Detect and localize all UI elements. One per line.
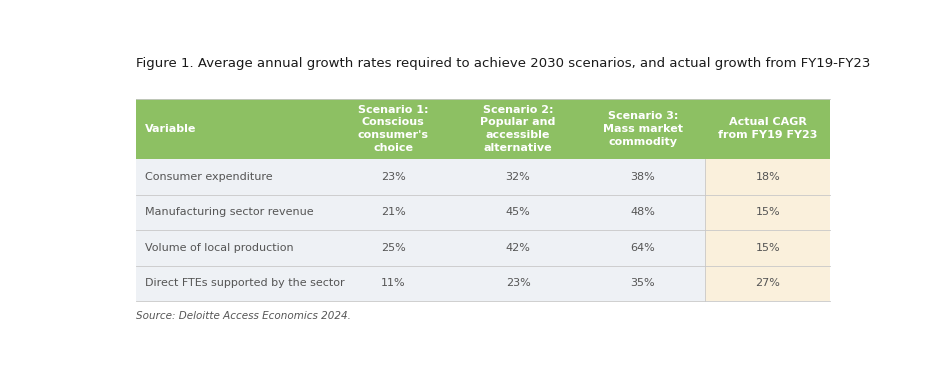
Text: 21%: 21% xyxy=(381,207,405,218)
Text: Scenario 3:
Mass market
commodity: Scenario 3: Mass market commodity xyxy=(603,111,683,147)
Bar xyxy=(581,230,705,266)
Bar xyxy=(705,230,831,266)
Text: Actual CAGR
from FY19 FY23: Actual CAGR from FY19 FY23 xyxy=(719,117,818,140)
Text: 27%: 27% xyxy=(755,278,781,288)
Bar xyxy=(136,266,331,301)
Text: Source: Deloitte Access Economics 2024.: Source: Deloitte Access Economics 2024. xyxy=(136,312,351,322)
Bar xyxy=(455,99,581,159)
Bar xyxy=(581,159,705,195)
Bar xyxy=(331,195,455,230)
Bar xyxy=(136,159,331,195)
Bar xyxy=(331,99,455,159)
Bar xyxy=(136,230,331,266)
Text: Volume of local production: Volume of local production xyxy=(145,243,293,253)
Text: 15%: 15% xyxy=(755,207,780,218)
Bar xyxy=(455,266,581,301)
Bar xyxy=(581,99,705,159)
Bar xyxy=(455,159,581,195)
Text: Manufacturing sector revenue: Manufacturing sector revenue xyxy=(145,207,313,218)
Bar xyxy=(331,266,455,301)
Text: Direct FTEs supported by the sector: Direct FTEs supported by the sector xyxy=(145,278,344,288)
Text: 48%: 48% xyxy=(631,207,655,218)
Bar xyxy=(581,195,705,230)
Text: Scenario 2:
Popular and
accessible
alternative: Scenario 2: Popular and accessible alter… xyxy=(480,105,555,153)
Text: 32%: 32% xyxy=(505,172,530,182)
Text: 11%: 11% xyxy=(381,278,405,288)
Text: Figure 1. Average annual growth rates required to achieve 2030 scenarios, and ac: Figure 1. Average annual growth rates re… xyxy=(136,58,870,70)
Bar xyxy=(331,230,455,266)
Bar xyxy=(705,159,831,195)
Text: Variable: Variable xyxy=(145,124,196,134)
Bar xyxy=(136,99,331,159)
Bar xyxy=(136,195,331,230)
Bar xyxy=(581,266,705,301)
Text: 45%: 45% xyxy=(505,207,530,218)
Bar xyxy=(705,266,831,301)
Text: 64%: 64% xyxy=(631,243,655,253)
Text: 38%: 38% xyxy=(631,172,655,182)
Text: 23%: 23% xyxy=(381,172,405,182)
Bar xyxy=(705,99,831,159)
Text: 42%: 42% xyxy=(505,243,531,253)
Text: Scenario 1:
Conscious
consumer's
choice: Scenario 1: Conscious consumer's choice xyxy=(357,105,428,153)
Bar xyxy=(705,195,831,230)
Bar xyxy=(455,195,581,230)
Text: 18%: 18% xyxy=(755,172,780,182)
Bar xyxy=(331,159,455,195)
Text: 15%: 15% xyxy=(755,243,780,253)
Bar xyxy=(455,230,581,266)
Text: 35%: 35% xyxy=(631,278,655,288)
Text: Consumer expenditure: Consumer expenditure xyxy=(145,172,273,182)
Text: 25%: 25% xyxy=(381,243,405,253)
Text: 23%: 23% xyxy=(505,278,530,288)
